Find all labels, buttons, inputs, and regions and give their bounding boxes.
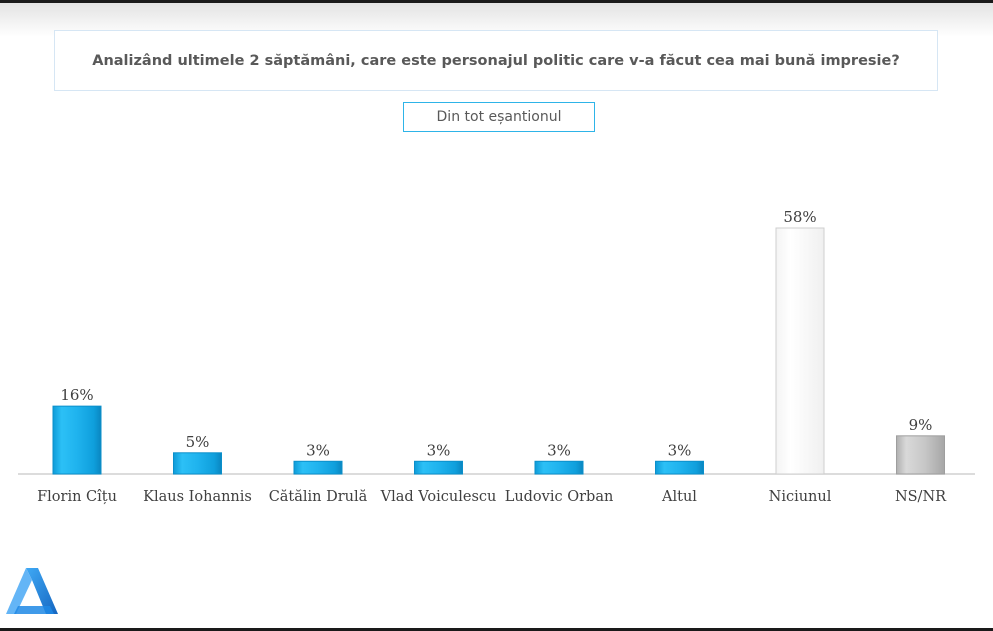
bar-chart: 16% Florin Cîțu 5% Klaus Iohannis 3% Cătălin … [18,208,975,505]
bar-7 [896,435,945,475]
category-label-3: Vlad Voiculescu [380,489,497,505]
value-label-5: 3% [668,441,692,459]
sample-box: Din tot eșantionul [403,102,595,132]
value-label-2: 3% [306,441,330,459]
sample-label: Din tot eșantionul [436,109,562,125]
triangle-a-logo-icon [6,568,58,614]
category-label-1: Klaus Iohannis [143,489,252,505]
bar-1 [173,452,222,475]
bar-6 [775,227,825,475]
bar-4 [534,460,584,475]
value-label-3: 3% [427,441,451,459]
category-label-7: NS/NR [895,489,947,505]
category-label-0: Florin Cîțu [37,489,117,505]
top-border [0,0,993,3]
bars-group: 16% Florin Cîțu 5% Klaus Iohannis 3% Cătălin … [37,208,947,505]
bar-0 [52,405,102,475]
category-label-4: Ludovic Orban [505,489,614,505]
bar-5 [655,460,704,475]
value-label-4: 3% [547,441,571,459]
bottom-border [0,628,993,631]
question-box: Analizând ultimele 2 săptămâni, care est… [54,30,938,91]
category-label-2: Cătălin Drulă [269,489,368,505]
question-title: Analizând ultimele 2 săptămâni, care est… [92,52,900,69]
value-label-7: 9% [909,416,933,434]
bar-3 [414,460,463,475]
value-label-0: 16% [60,386,93,404]
category-label-5: Altul [661,489,697,505]
bar-2 [293,460,343,475]
value-label-6: 58% [783,208,816,226]
category-label-6: Niciunul [769,489,832,505]
value-label-1: 5% [186,433,210,451]
